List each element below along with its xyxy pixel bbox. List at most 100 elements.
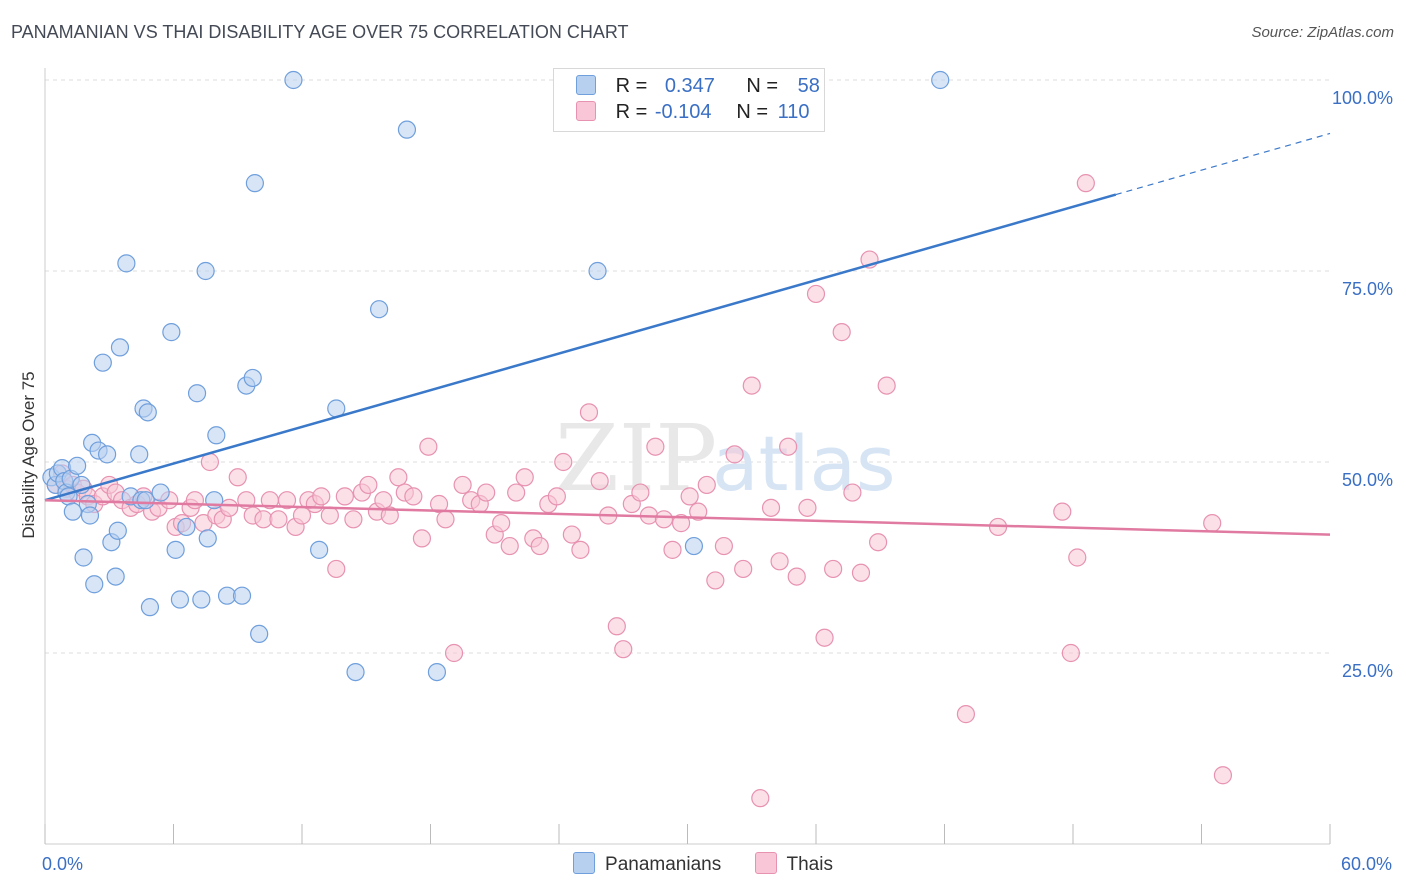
panamanians-point [931, 70, 950, 90]
thais-point [956, 705, 976, 724]
legend-swatch-blue [576, 75, 596, 95]
thais-point [706, 571, 725, 590]
x-tick-label: 0.0% [42, 854, 83, 874]
thais-point [824, 559, 843, 579]
trend-lines [44, 132, 1331, 536]
panamanians-point [243, 368, 262, 388]
thais-point [515, 468, 534, 487]
thais-point [477, 483, 496, 502]
thais-point [843, 483, 862, 502]
panamanians-point [205, 491, 224, 510]
thais-point [547, 487, 566, 506]
panamanians-point [207, 426, 226, 445]
thais-point [412, 529, 432, 548]
panamanians-point [136, 491, 155, 510]
panamanians-point [63, 502, 82, 521]
panamanians-point [192, 590, 211, 609]
panamanians-point [151, 483, 170, 502]
thais-point [654, 510, 674, 529]
panamanians-point [250, 624, 269, 644]
panamanians-point [85, 575, 104, 594]
thais-point [220, 498, 239, 517]
panamanians-point [346, 662, 365, 682]
grid-lines [45, 79, 1330, 654]
panamanians-point [588, 261, 607, 281]
series-swatch-pink [754, 852, 777, 874]
thais-point [851, 563, 871, 582]
panamanians-point [106, 567, 125, 586]
series-label-thais: Thais [786, 854, 833, 875]
thais-point [1076, 174, 1095, 193]
thais-point [742, 376, 761, 395]
thais-point [269, 510, 288, 529]
panamanians-point [187, 384, 207, 403]
thais-point [806, 284, 826, 304]
legend-r-value: 0.347 [664, 75, 715, 97]
panamanians-point [684, 536, 704, 556]
thais-point [419, 437, 438, 456]
panamanians-point [245, 174, 264, 193]
chart-title: PANAMANIAN VS THAI DISABILITY AGE OVER 7… [11, 22, 629, 42]
panamanians-point [98, 445, 117, 464]
axes [44, 68, 1331, 845]
thais-point [761, 498, 781, 517]
panamanians-point [284, 70, 303, 90]
panamanians-trend-extension [1115, 132, 1331, 196]
correlation-legend: R = 0.347 N = 58 R = -0.104 N = 110 [553, 68, 825, 132]
thais-point [579, 403, 599, 422]
thais-point [1213, 766, 1233, 785]
legend-n-value: 58 [797, 75, 820, 97]
thais-point [380, 506, 399, 525]
thais-point [607, 617, 626, 636]
panamanians-point [74, 548, 93, 567]
thais-point [492, 514, 511, 533]
panamanians-point [108, 521, 127, 540]
panamanians-point [427, 662, 447, 682]
thais-point [429, 494, 449, 514]
legend-row-thais: R = -0.104 N = 110 [576, 101, 810, 127]
thais-point [320, 506, 339, 525]
legend-r-label: R = [615, 101, 648, 123]
thais-point [787, 567, 806, 586]
thais-point [277, 491, 297, 510]
panamanians-point [110, 338, 130, 357]
thais-point [453, 475, 472, 495]
thais-point [590, 472, 609, 491]
panamanians-point [80, 506, 100, 525]
watermark-atlas: atlas [712, 419, 896, 508]
panamanians-trend-line [44, 193, 1117, 502]
thais-point [327, 559, 346, 579]
y-tick-label: 25.0% [1342, 661, 1393, 681]
panamanians-point [232, 586, 252, 605]
legend-n-label: N = [746, 75, 779, 97]
thais-point [751, 789, 770, 808]
thais-point [1203, 514, 1222, 533]
thais-point [1068, 548, 1087, 567]
thais-point [562, 525, 581, 544]
thais-point [404, 487, 423, 506]
thais-point [507, 483, 526, 502]
series-legend-thais: Thais [754, 852, 833, 876]
thais-point [714, 536, 734, 556]
panamanians-point [130, 445, 149, 464]
series-legend: Panamanians Thais [0, 852, 1406, 876]
panamanians-points [42, 70, 950, 682]
thais-point [815, 628, 834, 647]
thais-point [1061, 643, 1080, 663]
y-tick-label: 50.0% [1342, 470, 1393, 490]
thais-point [779, 437, 798, 456]
legend-r-label: R = [615, 75, 648, 97]
thais-point [500, 536, 519, 556]
thais-point [663, 540, 682, 559]
thais-point [374, 491, 393, 510]
thais-point [344, 510, 363, 529]
panamanians-point [170, 590, 190, 609]
tick-labels: 25.0% 50.0% 75.0% 100.0% 0.0% 60.0% [42, 88, 1393, 874]
panamanians-point [397, 120, 417, 139]
thais-point [554, 452, 573, 472]
y-tick-label: 75.0% [1342, 279, 1393, 299]
panamanians-point [117, 254, 136, 273]
thais-point [770, 552, 789, 571]
thais-point [614, 640, 633, 659]
